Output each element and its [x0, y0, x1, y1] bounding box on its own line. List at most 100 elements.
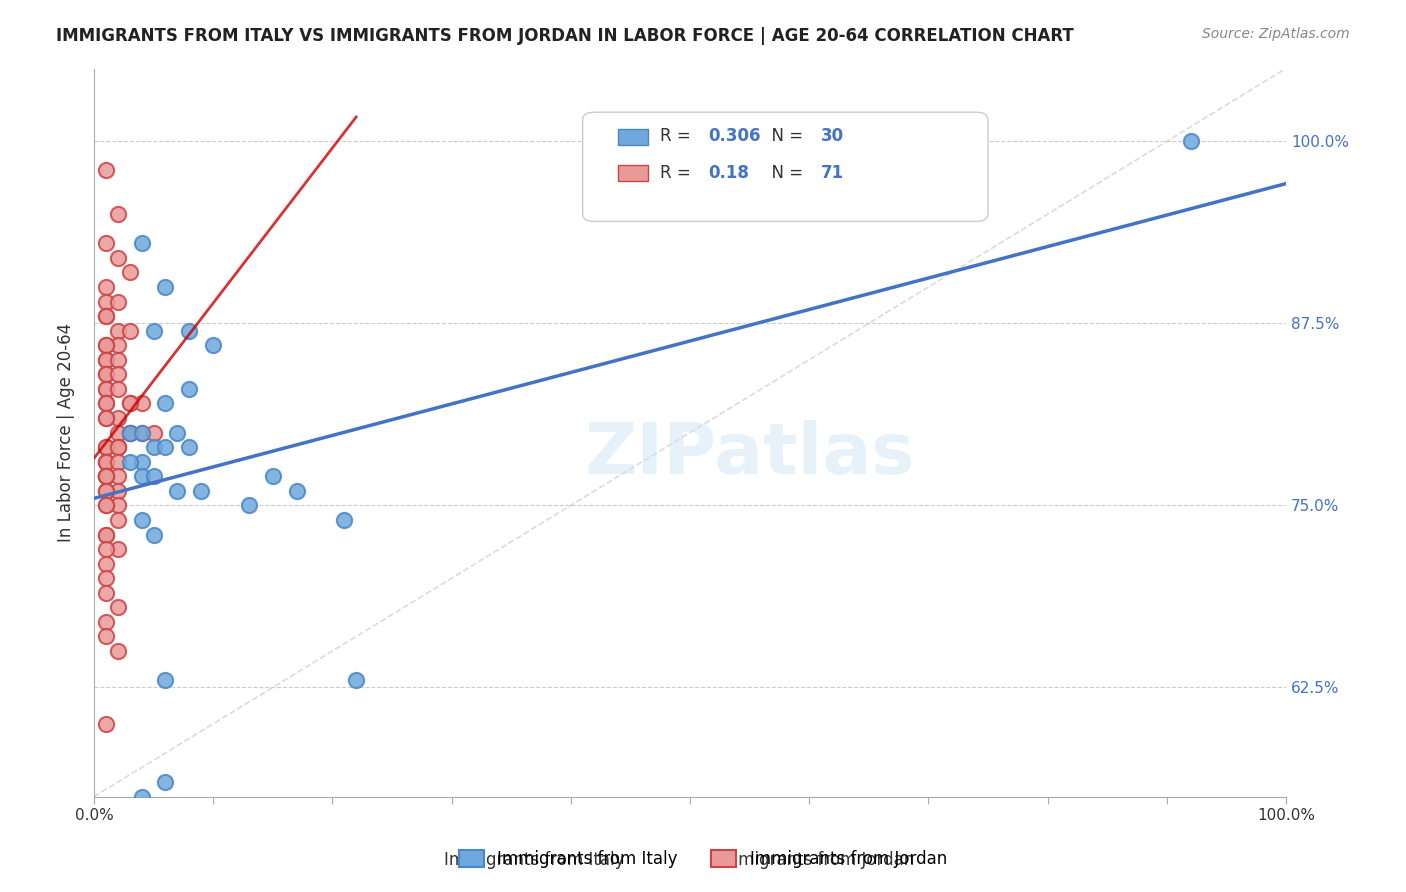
Point — [118, 265, 141, 279]
Point — [285, 483, 308, 498]
Point — [155, 280, 177, 294]
Text: R =: R = — [661, 128, 696, 145]
Text: Immigrants from Jordan: Immigrants from Jordan — [717, 851, 914, 869]
Point — [131, 425, 153, 440]
Point — [94, 586, 117, 600]
Point — [94, 469, 117, 483]
Point — [131, 513, 153, 527]
Point — [107, 324, 129, 338]
Point — [142, 324, 165, 338]
Point — [94, 499, 117, 513]
Point — [118, 425, 141, 440]
Point — [131, 236, 153, 251]
Point — [94, 469, 117, 483]
Point — [107, 542, 129, 557]
Point — [94, 469, 117, 483]
Point — [107, 440, 129, 454]
Point — [107, 483, 129, 498]
Point — [94, 483, 117, 498]
Point — [94, 294, 117, 309]
Point — [94, 382, 117, 396]
Point — [155, 440, 177, 454]
Point — [107, 455, 129, 469]
Point — [131, 469, 153, 483]
Point — [107, 469, 129, 483]
Point — [118, 425, 141, 440]
Point — [94, 527, 117, 541]
Point — [94, 352, 117, 367]
Text: N =: N = — [762, 163, 808, 182]
Point — [1180, 134, 1202, 148]
Point — [94, 455, 117, 469]
Point — [94, 368, 117, 382]
Point — [107, 600, 129, 615]
Point — [166, 425, 188, 440]
Point — [94, 527, 117, 541]
FancyBboxPatch shape — [619, 128, 648, 145]
Point — [262, 469, 284, 483]
Point — [94, 396, 117, 410]
Point — [94, 309, 117, 323]
Point — [118, 425, 141, 440]
Point — [107, 207, 129, 221]
Point — [94, 411, 117, 425]
Point — [344, 673, 367, 688]
Point — [118, 396, 141, 410]
Point — [94, 469, 117, 483]
Point — [131, 396, 153, 410]
Point — [94, 280, 117, 294]
Point — [94, 499, 117, 513]
Point — [94, 338, 117, 352]
Point — [94, 483, 117, 498]
Point — [107, 368, 129, 382]
Point — [107, 440, 129, 454]
Point — [118, 455, 141, 469]
Text: 30: 30 — [821, 128, 844, 145]
Point — [107, 251, 129, 265]
Point — [94, 455, 117, 469]
Text: Immigrants from Italy: Immigrants from Italy — [444, 851, 624, 869]
Point — [155, 775, 177, 789]
Point — [179, 440, 201, 454]
Point — [107, 499, 129, 513]
Text: IMMIGRANTS FROM ITALY VS IMMIGRANTS FROM JORDAN IN LABOR FORCE | AGE 20-64 CORRE: IMMIGRANTS FROM ITALY VS IMMIGRANTS FROM… — [56, 27, 1074, 45]
Point — [107, 352, 129, 367]
Point — [94, 455, 117, 469]
Point — [94, 352, 117, 367]
Point — [155, 673, 177, 688]
Point — [142, 440, 165, 454]
Point — [94, 236, 117, 251]
Text: ZIPatlas: ZIPatlas — [585, 420, 915, 489]
Point — [107, 425, 129, 440]
Point — [107, 338, 129, 352]
Point — [142, 527, 165, 541]
FancyBboxPatch shape — [619, 165, 648, 181]
Point — [131, 455, 153, 469]
Point — [94, 469, 117, 483]
Point — [94, 557, 117, 571]
Point — [118, 324, 141, 338]
Y-axis label: In Labor Force | Age 20-64: In Labor Force | Age 20-64 — [58, 323, 75, 542]
Point — [94, 440, 117, 454]
Point — [94, 411, 117, 425]
Point — [94, 396, 117, 410]
Point — [166, 483, 188, 498]
Point — [190, 483, 212, 498]
Point — [94, 338, 117, 352]
Text: 71: 71 — [821, 163, 844, 182]
Point — [94, 717, 117, 731]
Point — [94, 368, 117, 382]
Point — [94, 571, 117, 585]
Point — [107, 644, 129, 658]
Point — [107, 440, 129, 454]
Point — [94, 615, 117, 629]
FancyBboxPatch shape — [582, 112, 988, 221]
Point — [202, 338, 225, 352]
Point — [94, 630, 117, 644]
Text: R =: R = — [661, 163, 696, 182]
Point — [131, 425, 153, 440]
Text: 0.306: 0.306 — [707, 128, 761, 145]
Point — [94, 309, 117, 323]
Point — [142, 425, 165, 440]
Point — [107, 513, 129, 527]
